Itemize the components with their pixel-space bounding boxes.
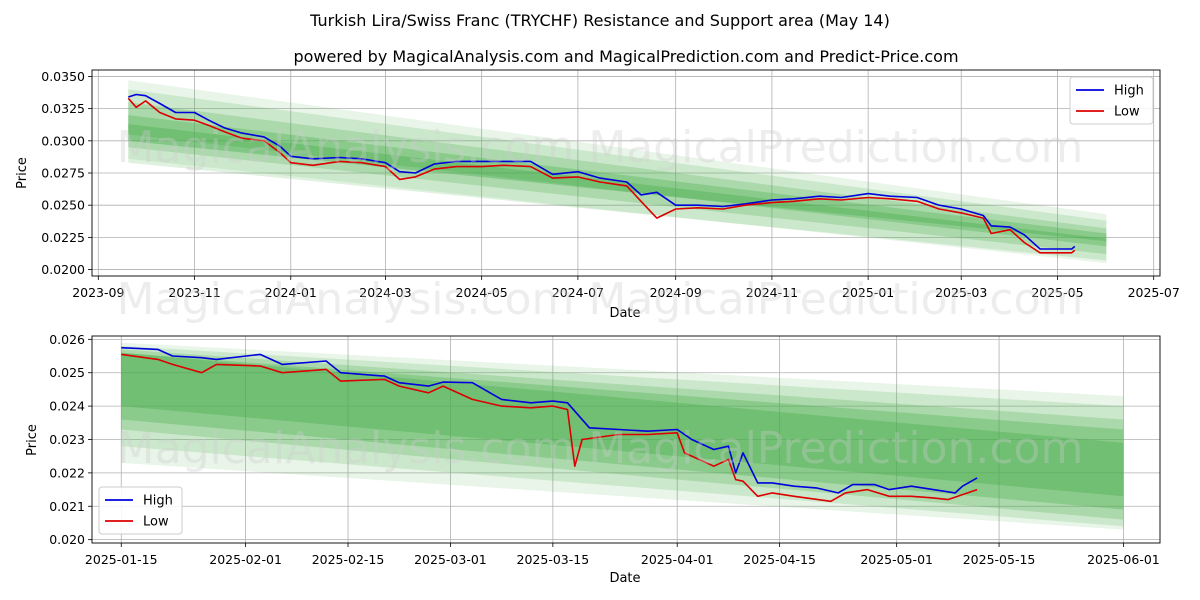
axes-frame <box>91 69 1161 277</box>
y-tick-label: 0.021 <box>49 499 85 514</box>
axes-frame <box>91 335 1161 544</box>
low-series-line <box>121 353 978 503</box>
x-tick-label: 2025-05 <box>1031 285 1083 300</box>
x-tick-label: 2025-05-15 <box>963 552 1036 567</box>
x-axis-label: Date <box>609 571 640 586</box>
support-resistance-band <box>128 102 1107 255</box>
x-tick-label: 2025-03-01 <box>414 552 487 567</box>
y-tick-label: 0.0350 <box>41 69 85 84</box>
y-tick-label: 0.0225 <box>41 230 85 245</box>
y-tick-label: 0.0250 <box>41 198 85 213</box>
x-tick-label: 2025-04-01 <box>641 552 714 567</box>
y-tick-label: 0.0325 <box>41 101 85 116</box>
plot-area <box>121 342 1124 530</box>
legend: High Low <box>98 486 183 535</box>
x-tick-label: 2024-05 <box>456 285 508 300</box>
x-tick-label: 2025-06-01 <box>1087 552 1160 567</box>
support-resistance-band <box>128 89 1107 261</box>
legend-label-high: High <box>143 494 173 509</box>
watermark-bottom: MagicalAnalysis.com MagicalPrediction.co… <box>117 423 1084 474</box>
x-tick-label: 2024-11 <box>746 285 798 300</box>
support-resistance-band <box>128 80 1107 264</box>
x-tick-label: 2024-03 <box>359 285 411 300</box>
y-tick-label: 0.025 <box>49 365 85 380</box>
legend: High Low <box>1069 76 1154 125</box>
x-tick-label: 2025-05-01 <box>860 552 933 567</box>
watermark-middle: MagicalAnalysis.com MagicalPrediction.co… <box>117 274 1084 325</box>
legend-box <box>98 486 183 535</box>
support-resistance-band <box>121 352 1124 497</box>
x-tick-label: 2025-02-15 <box>312 552 385 567</box>
x-tick-label: 2025-07 <box>1128 285 1180 300</box>
x-tick-label: 2023-09 <box>72 285 124 300</box>
x-tick-label: 2024-09 <box>650 285 702 300</box>
x-tick-label: 2025-02-01 <box>209 552 282 567</box>
x-tick-label: 2025-01-15 <box>85 552 158 567</box>
top-panel: 2023-09 2023-11 2024-01 2024-03 2024-05 2024-… <box>15 69 1180 321</box>
high-series-line <box>128 93 1076 250</box>
legend-box <box>1069 76 1154 125</box>
y-tick-label: 0.023 <box>49 432 85 447</box>
high-series-line <box>121 346 978 494</box>
legend-label-low: Low <box>143 515 169 530</box>
watermark-top: MagicalAnalysis.com MagicalPrediction.co… <box>117 122 1084 173</box>
y-axis-label: Price <box>15 157 30 189</box>
x-tick-label: 2025-03 <box>935 285 987 300</box>
support-resistance-band <box>121 342 1124 530</box>
y-tick-label: 0.0300 <box>41 133 85 148</box>
plot-area <box>127 80 1107 264</box>
low-series-line <box>127 97 1076 254</box>
y-tick-label: 0.024 <box>49 399 85 414</box>
x-axis-label: Date <box>609 306 640 321</box>
chart-title: Turkish Lira/Swiss Franc (TRYCHF) Resist… <box>309 11 890 30</box>
x-tick-label: 2023-11 <box>168 285 220 300</box>
y-tick-label: 0.0275 <box>41 166 85 181</box>
y-tick-label: 0.020 <box>49 532 85 547</box>
x-tick-label: 2025-03-15 <box>517 552 590 567</box>
y-tick-label: 0.0200 <box>41 262 85 277</box>
chart-subtitle: powered by MagicalAnalysis.com and Magic… <box>293 47 958 66</box>
support-resistance-band <box>121 352 1124 510</box>
y-tick-label: 0.026 <box>49 332 85 347</box>
support-resistance-band <box>128 124 1107 242</box>
legend-label-high: High <box>1114 84 1144 99</box>
y-tick-label: 0.022 <box>49 465 85 480</box>
x-tick-label: 2025-04-15 <box>743 552 816 567</box>
legend-label-low: Low <box>1114 105 1140 120</box>
x-tick-label: 2024-01 <box>265 285 317 300</box>
x-tick-label: 2025-01 <box>842 285 894 300</box>
y-axis-label: Price <box>25 424 40 456</box>
support-resistance-band <box>121 346 1124 527</box>
x-tick-label: 2024-07 <box>552 285 604 300</box>
bottom-panel: 2025-01-15 2025-02-01 2025-02-15 2025-03-01… <box>25 332 1161 586</box>
